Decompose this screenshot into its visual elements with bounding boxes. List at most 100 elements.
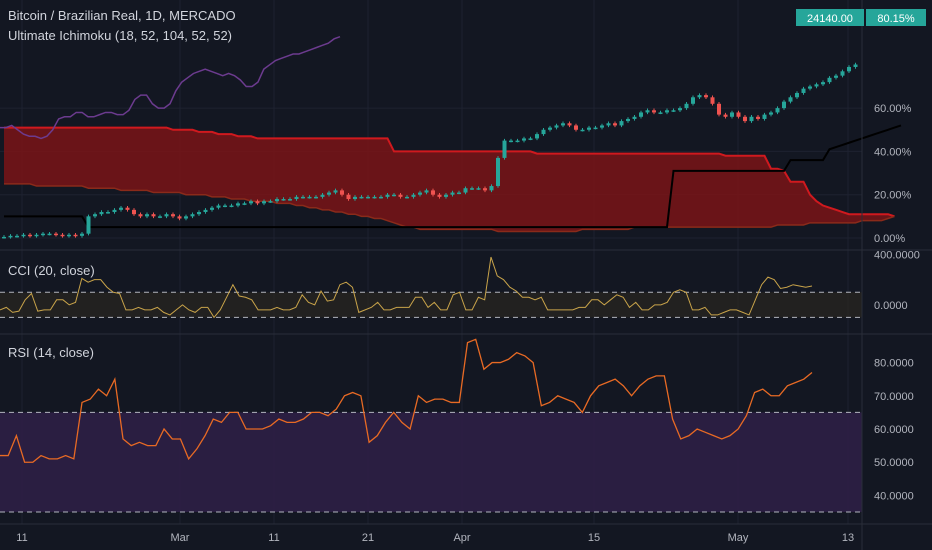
candle-body — [8, 235, 13, 238]
candle-body — [827, 77, 832, 83]
candle-body — [444, 194, 448, 197]
candle-body — [600, 125, 604, 128]
candle-body — [548, 127, 552, 130]
candle-body — [522, 138, 526, 141]
candle-body — [450, 192, 455, 195]
candle-body — [476, 188, 481, 190]
candle-body — [704, 95, 708, 98]
candle-body — [619, 121, 624, 126]
candle-body — [613, 123, 617, 126]
candle-body — [762, 114, 767, 119]
candle-body — [249, 201, 253, 204]
candle-body — [47, 233, 52, 236]
candle-body — [340, 190, 344, 195]
candle-body — [463, 188, 468, 193]
candle-body — [80, 233, 84, 236]
candle-body — [28, 234, 32, 237]
rsi-tick-label: 50.0000 — [874, 457, 914, 469]
candle-body — [515, 140, 520, 143]
candle-body — [60, 234, 65, 237]
cloud-lower-line — [4, 183, 895, 233]
cci-title: CCI (20, close) — [8, 263, 95, 278]
cci-line — [0, 256, 813, 319]
candle-body — [671, 110, 676, 112]
lagging-span-line — [0, 35, 341, 140]
candle-body — [210, 207, 214, 210]
candle-body — [691, 97, 695, 104]
candle-body — [359, 196, 364, 199]
price-tick-label: 0.00% — [874, 233, 905, 245]
candle-body — [808, 86, 812, 89]
symbol-title[interactable]: Bitcoin / Brazilian Real, 1D, MERCADO — [8, 8, 236, 23]
candle-body — [496, 157, 500, 187]
candle-body — [756, 116, 760, 119]
cci-tick-label: 400.0000 — [874, 250, 920, 262]
candle-body — [717, 103, 721, 115]
candle-body — [587, 127, 591, 130]
candle-body — [275, 199, 279, 202]
candle-body — [593, 127, 598, 130]
rsi-title: RSI (14, close) — [8, 345, 94, 360]
candle-body — [242, 203, 247, 205]
candle-body — [652, 110, 656, 113]
candle-body — [769, 112, 773, 115]
candle-body — [470, 188, 474, 190]
cci-pane[interactable]: CCI (20, close) — [0, 256, 862, 319]
candle-body — [723, 114, 728, 117]
candle-body — [710, 97, 715, 104]
indicator-title[interactable]: Ultimate Ichimoku (18, 52, 104, 52, 52) — [8, 28, 233, 43]
candle-body — [255, 201, 260, 204]
candle-body — [268, 201, 273, 203]
candle-body — [814, 84, 819, 87]
x-tick-label: 15 — [588, 532, 600, 544]
candle-body — [112, 209, 117, 213]
candle-body — [795, 92, 799, 98]
candle-body — [541, 129, 546, 135]
candle-body — [138, 214, 143, 217]
candle-body — [151, 214, 156, 217]
x-tick-label: 11 — [16, 532, 27, 544]
cloud-upper-line — [4, 126, 895, 218]
candle-body — [67, 234, 71, 237]
candle-body — [743, 116, 747, 122]
percent-badge-bg — [866, 9, 926, 26]
price-badge-group: 24140.00 80.15% — [796, 9, 926, 26]
candle-body — [327, 192, 331, 195]
candle-body — [678, 108, 682, 111]
candle-body — [190, 214, 195, 217]
baseline-line — [4, 124, 902, 229]
candle-body — [535, 134, 539, 139]
candle-body — [645, 110, 650, 113]
price-pane[interactable] — [0, 35, 902, 239]
rsi-line — [0, 338, 813, 463]
candle-body — [821, 82, 825, 85]
candle-body — [216, 205, 221, 208]
candle-body — [509, 140, 513, 143]
candle-body — [99, 212, 104, 215]
candle-body — [366, 196, 370, 199]
price-badge-bg — [796, 9, 864, 26]
candle-body — [788, 97, 793, 102]
rsi-tick-label: 70.0000 — [874, 391, 914, 403]
candle-body — [197, 212, 201, 215]
candle-body — [424, 190, 429, 193]
candle-body — [281, 199, 286, 201]
price-tick-label: 40.00% — [874, 146, 912, 158]
rsi-pane[interactable]: RSI (14, close) — [0, 338, 862, 513]
candle-body — [580, 129, 585, 132]
candle-body — [606, 123, 611, 126]
price-badge: 24140.00 — [807, 13, 853, 25]
candle-body — [749, 116, 754, 122]
candle-body — [782, 101, 786, 109]
candle-body — [320, 194, 325, 197]
candle-body — [639, 112, 643, 117]
rsi-tick-label: 60.0000 — [874, 424, 914, 436]
candle-body — [398, 194, 403, 197]
candle-body — [405, 196, 409, 199]
candle-body — [73, 234, 78, 237]
candle-body — [554, 125, 559, 128]
candle-body — [106, 212, 110, 214]
candle-body — [736, 112, 741, 117]
